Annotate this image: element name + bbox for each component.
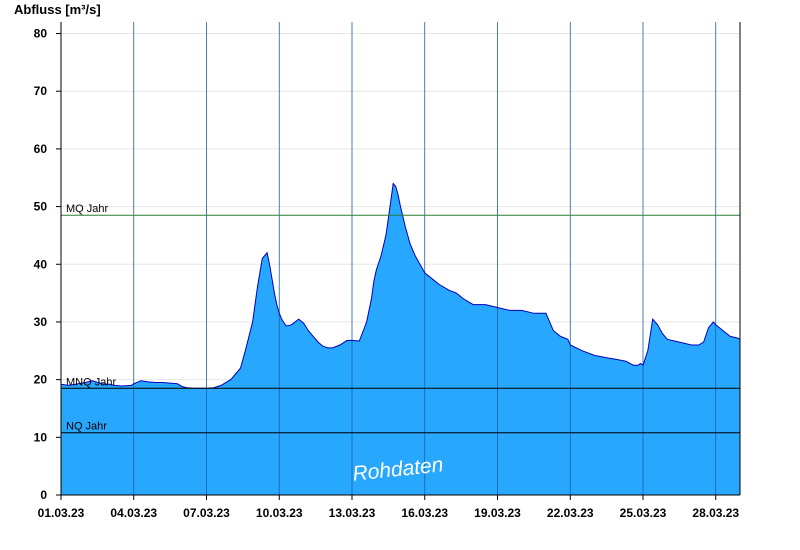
y-tick-label: 70 (34, 84, 48, 98)
y-tick-label: 40 (34, 257, 48, 271)
y-tick-label: 50 (34, 200, 48, 214)
vertical-grid-lines (133, 22, 717, 495)
reference-line-label: MQ Jahr (66, 203, 109, 215)
x-tick-label: 07.03.23 (183, 506, 230, 520)
y-tick-label: 0 (40, 488, 47, 502)
reference-lines: MQ Jahr MNQ Jahr NQ Jahr (61, 203, 740, 434)
y-tick-label: 30 (34, 315, 48, 329)
x-tick-label: 25.03.23 (620, 506, 667, 520)
x-tick-label: 16.03.23 (401, 506, 448, 520)
discharge-area (61, 183, 740, 495)
reference-line-label: NQ Jahr (66, 421, 107, 433)
y-tick-label: 20 (34, 373, 48, 387)
x-tick-label: 13.03.23 (329, 506, 376, 520)
axes (60, 22, 741, 496)
x-tick-label: 28.03.23 (692, 506, 739, 520)
x-tick-label: 19.03.23 (474, 506, 521, 520)
y-axis-title: Abfluss [m³/s] (14, 2, 101, 17)
x-tick-label: 10.03.23 (256, 506, 303, 520)
y-tick-label: 60 (34, 142, 48, 156)
reference-line-label: MNQ Jahr (66, 376, 116, 388)
y-tick-label: 10 (34, 430, 48, 444)
y-ticks: 0 10 20 30 40 50 60 70 80 (34, 27, 61, 502)
y-tick-label: 80 (34, 27, 48, 41)
x-tick-label: 04.03.23 (110, 506, 157, 520)
x-ticks: 01.03.23 04.03.23 07.03.23 10.03.23 13.03.23… (38, 495, 739, 520)
x-tick-label: 22.03.23 (547, 506, 594, 520)
x-tick-label: 01.03.23 (38, 506, 85, 520)
